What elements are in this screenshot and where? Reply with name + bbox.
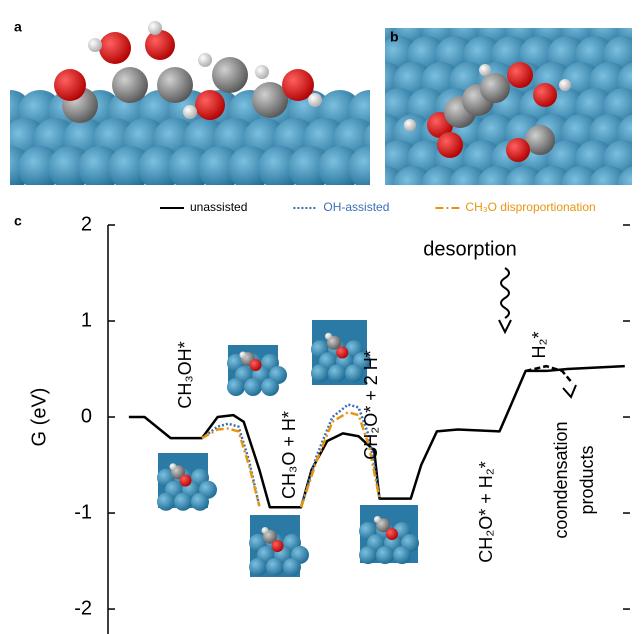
panel-label: a <box>14 19 22 35</box>
atom <box>336 347 348 359</box>
surface-atom <box>631 140 642 180</box>
atom <box>170 463 177 470</box>
surface-atom <box>376 546 394 564</box>
atom <box>198 53 212 67</box>
atom <box>255 65 269 79</box>
y-tick-label: 0 <box>81 405 92 427</box>
atom <box>506 138 530 162</box>
atom <box>195 90 225 120</box>
atom <box>148 21 162 35</box>
panel-label: c <box>14 213 22 229</box>
atom <box>559 79 571 91</box>
atom <box>480 73 510 103</box>
surface-atom <box>174 493 192 511</box>
annotation: CH₃OH* <box>175 341 195 408</box>
surface-atom <box>631 36 642 76</box>
legend-label: unassisted <box>190 200 247 214</box>
annotation: products <box>577 445 597 514</box>
annotation: CH₂O* + 2 H* <box>361 350 381 460</box>
surface-atom <box>191 493 209 511</box>
annotation: H₂* <box>529 332 549 359</box>
atom <box>145 30 175 60</box>
atom <box>212 57 248 93</box>
surface-atom <box>266 558 284 576</box>
annotation: CH₃O + H* <box>279 411 299 499</box>
atom <box>507 62 533 88</box>
thumbnail <box>249 515 309 577</box>
atom <box>112 67 148 103</box>
figure: a b c G (eV) 2 1 0 -1 -2 unassisted OH-assiste… <box>0 0 642 634</box>
atom <box>386 528 398 540</box>
surface-atom <box>157 493 175 511</box>
atom <box>308 93 322 107</box>
y-tick-label: -1 <box>74 501 92 523</box>
atom <box>262 527 269 534</box>
surface-atom <box>261 378 279 396</box>
thumbnail <box>359 505 419 564</box>
surface-atom <box>631 88 642 128</box>
atom <box>88 38 102 52</box>
surface-atom <box>227 378 245 396</box>
surface-atom <box>249 558 267 576</box>
atom <box>183 105 197 119</box>
atom <box>325 333 332 340</box>
desorption-arrow <box>501 268 509 318</box>
panel-a <box>0 21 437 190</box>
atom <box>157 67 193 103</box>
arrow-head <box>563 385 576 397</box>
surface-atom <box>393 546 411 564</box>
atom <box>250 359 262 371</box>
y-tick-label: 2 <box>81 213 92 235</box>
annotation: CH₂O* + H₂* <box>476 461 496 563</box>
y-tick-label: -2 <box>74 597 92 619</box>
annotation: desorption <box>423 238 516 260</box>
legend-label: CH₃O disproportionation <box>465 200 595 214</box>
surface-atom <box>311 364 329 382</box>
thumbnail <box>227 345 287 396</box>
arrow-head <box>499 320 511 332</box>
y-tick-label: 1 <box>81 309 92 331</box>
atom <box>99 32 131 64</box>
atom <box>374 516 381 523</box>
surface-atom <box>359 546 377 564</box>
surface-atom <box>283 558 301 576</box>
atom <box>404 119 416 131</box>
atom <box>479 64 491 76</box>
surface-atom <box>328 364 346 382</box>
surface-atom <box>244 378 262 396</box>
y-axis-label: G (eV) <box>28 388 50 447</box>
atom <box>240 352 247 359</box>
atom <box>437 132 463 158</box>
panel-b <box>365 10 642 206</box>
atom <box>533 83 557 107</box>
panel-label: b <box>390 29 399 45</box>
thumbnail <box>157 453 217 511</box>
atom <box>272 540 284 552</box>
molecule-panels <box>0 10 642 206</box>
atom <box>180 475 192 487</box>
annotation: coondensation <box>551 421 571 538</box>
atom <box>54 69 86 101</box>
legend-label: OH-assisted <box>323 200 389 214</box>
